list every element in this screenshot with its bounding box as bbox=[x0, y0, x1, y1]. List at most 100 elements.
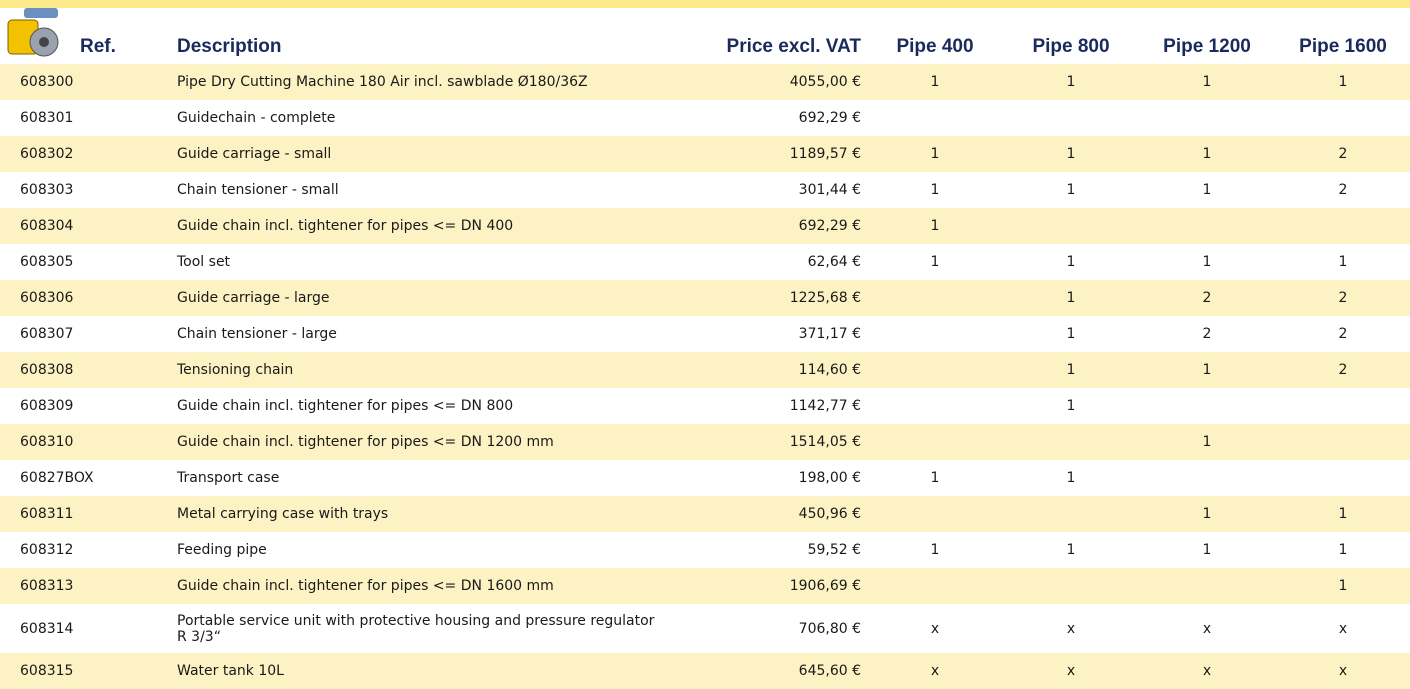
cell: x bbox=[1338, 620, 1348, 637]
cell bbox=[1275, 208, 1410, 244]
cell bbox=[1003, 568, 1139, 604]
cell: 1 bbox=[930, 182, 940, 198]
table-row: 608313 Guide chain incl. tightener for pi… bbox=[0, 568, 1410, 604]
cell: 1 bbox=[1139, 424, 1275, 460]
cell bbox=[867, 280, 1003, 316]
cell bbox=[867, 100, 1003, 136]
cell: Guide chain incl. tightener for pipes <=… bbox=[177, 398, 514, 414]
cell bbox=[867, 568, 1003, 604]
cell: 692,29 € bbox=[707, 208, 867, 244]
table-body: 608300 Pipe Dry Cutting Machine 180 Air i… bbox=[0, 64, 1410, 689]
cell: 60827BOX bbox=[20, 470, 94, 486]
cell: Tensioning chain bbox=[177, 352, 707, 388]
cell: x bbox=[1066, 620, 1076, 637]
cell: 1 bbox=[1139, 496, 1275, 532]
cell: 1 bbox=[1202, 182, 1212, 198]
table-row: 608314 Portable service unit with protect… bbox=[0, 604, 1410, 653]
cell: 608303 bbox=[20, 182, 74, 198]
cell: 62,64 € bbox=[807, 254, 861, 270]
table-row: 608305 Tool set 62,64 € 1 1 1 1 bbox=[0, 244, 1410, 280]
cell: Portable service unit with protective ho… bbox=[177, 612, 655, 645]
table-row: 608309 Guide chain incl. tightener for pi… bbox=[0, 388, 1410, 424]
cell: Chain tensioner - small bbox=[177, 182, 339, 198]
cell: Metal carrying case with trays bbox=[177, 496, 707, 532]
cell: 1906,69 € bbox=[707, 568, 867, 604]
table-row: 608303 Chain tensioner - small 301,44 € 1 1 1… bbox=[0, 172, 1410, 208]
cell: 608310 bbox=[0, 424, 177, 460]
cell bbox=[1275, 424, 1410, 460]
table-row: 608301 Guidechain - complete 692,29 € bbox=[0, 100, 1410, 136]
cell: 608311 bbox=[0, 496, 177, 532]
machine-icon bbox=[7, 8, 59, 57]
cell: x bbox=[930, 620, 940, 637]
cell bbox=[1003, 496, 1139, 532]
cell bbox=[867, 352, 1003, 388]
cell: 1 bbox=[930, 470, 940, 486]
cell: Guide carriage - large bbox=[177, 280, 707, 316]
top-band bbox=[0, 0, 1410, 8]
cell bbox=[867, 496, 1003, 532]
cell: Guide carriage - small bbox=[177, 136, 707, 172]
table-row: 608302 Guide carriage - small 1189,57 €1 1 1… bbox=[0, 136, 1410, 172]
cell bbox=[1275, 460, 1410, 496]
cell: Transport case bbox=[177, 470, 280, 486]
cell: 1189,57 € bbox=[707, 136, 867, 172]
cell: 2 bbox=[1275, 280, 1410, 316]
cell: 608313 bbox=[0, 568, 177, 604]
cell bbox=[1139, 568, 1275, 604]
cell: 706,80 € bbox=[798, 620, 861, 637]
cell: 1 bbox=[867, 136, 1003, 172]
cell bbox=[1139, 100, 1275, 136]
column-header: Pipe 1200 bbox=[1163, 36, 1251, 57]
cell bbox=[1003, 208, 1139, 244]
cell: 608304 bbox=[0, 208, 177, 244]
cell: 1 bbox=[1003, 136, 1139, 172]
cell bbox=[1139, 388, 1275, 424]
cell: Guide chain incl. tightener for pipes <=… bbox=[177, 208, 707, 244]
column-header: Pipe 1600 bbox=[1299, 36, 1387, 57]
cell: 1514,05 € bbox=[707, 424, 867, 460]
cell: 1 bbox=[867, 208, 1003, 244]
cell: 608302 bbox=[0, 136, 177, 172]
cell: 1 bbox=[1275, 64, 1410, 100]
cell: 1 bbox=[1338, 254, 1348, 270]
cell: Guidechain - complete bbox=[177, 110, 336, 126]
cell bbox=[1275, 388, 1410, 424]
cell: 198,00 € bbox=[798, 470, 861, 486]
column-header: Pipe 400 bbox=[896, 36, 974, 57]
cell: 1 bbox=[930, 254, 940, 270]
cell: 450,96 € bbox=[707, 496, 867, 532]
cell: 1225,68 € bbox=[707, 280, 867, 316]
cell: 1 bbox=[1066, 182, 1076, 198]
cell: 1 bbox=[1275, 496, 1410, 532]
cell bbox=[867, 388, 1003, 424]
cell: 114,60 € bbox=[707, 352, 867, 388]
table-row: 608304 Guide chain incl. tightener for pi… bbox=[0, 208, 1410, 244]
cell: x bbox=[867, 653, 1003, 689]
table-row: 608300 Pipe Dry Cutting Machine 180 Air i… bbox=[0, 64, 1410, 100]
cell: 608309 bbox=[20, 398, 74, 414]
cell bbox=[1139, 460, 1275, 496]
cell: 1 bbox=[930, 542, 940, 558]
header-row: Ref. Description Price excl. VAT Pipe 400 Pi… bbox=[0, 0, 1410, 64]
cell: 2 bbox=[1139, 280, 1275, 316]
cell: 2 bbox=[1338, 182, 1348, 198]
cell: 1 bbox=[1338, 542, 1348, 558]
cell: 608312 bbox=[20, 542, 74, 558]
cell: 1 bbox=[1275, 568, 1410, 604]
cell: 1 bbox=[1066, 326, 1076, 342]
cell: 2 bbox=[1275, 136, 1410, 172]
cell: 2 bbox=[1338, 326, 1348, 342]
table-row: 608310 Guide chain incl. tightener for pi… bbox=[0, 424, 1410, 460]
column-header: Price excl. VAT bbox=[726, 36, 861, 57]
cell: 645,60 € bbox=[707, 653, 867, 689]
cell bbox=[1003, 424, 1139, 460]
cell: 1 bbox=[1003, 352, 1139, 388]
table-row: 608306 Guide carriage - large 1225,68 €1 2 2 bbox=[0, 280, 1410, 316]
cell: 1 bbox=[1003, 280, 1139, 316]
cell: 608300 bbox=[0, 64, 177, 100]
cell: Guide chain incl. tightener for pipes <=… bbox=[177, 568, 707, 604]
cell: Water tank 10L bbox=[177, 653, 707, 689]
column-header: Pipe 800 bbox=[1032, 36, 1110, 57]
